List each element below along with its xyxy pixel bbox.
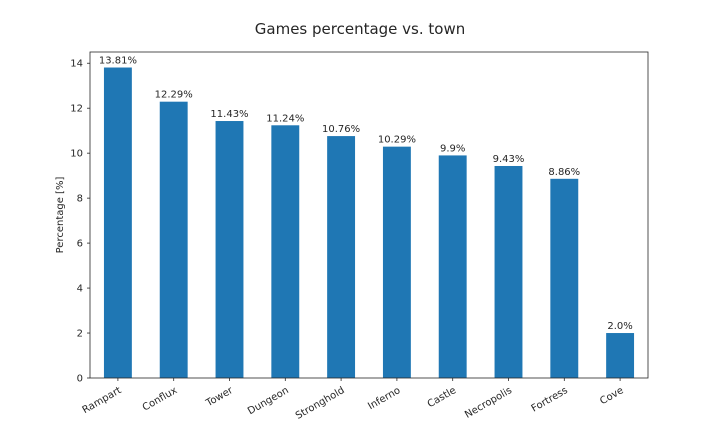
- bar-tower: [215, 121, 244, 379]
- x-tick-label-cove: Cove: [598, 385, 625, 407]
- y-tick-label-6: 6: [77, 239, 83, 250]
- data-label-castle: 9.9%: [440, 143, 465, 154]
- x-tick-label-castle: Castle: [426, 385, 458, 410]
- y-tick-label-2: 2: [77, 329, 83, 340]
- data-label-fortress: 8.86%: [548, 167, 580, 178]
- x-tick-label-conflux: Conflux: [141, 385, 179, 414]
- data-label-inferno: 10.29%: [378, 135, 416, 146]
- data-label-cove: 2.0%: [607, 321, 632, 332]
- y-tick-label-8: 8: [77, 194, 83, 205]
- chart-title: Games percentage vs. town: [255, 20, 465, 38]
- plot-frame: [89, 51, 649, 379]
- bar-conflux: [159, 101, 188, 379]
- bar-dungeon: [271, 125, 300, 378]
- bar-cove: [606, 333, 635, 378]
- data-label-conflux: 12.29%: [155, 90, 193, 101]
- bars-group: [103, 67, 635, 379]
- x-tick-label-fortress: Fortress: [530, 385, 570, 415]
- data-label-dungeon: 11.24%: [266, 113, 304, 124]
- y-axis-label: Percentage [%]: [55, 177, 66, 254]
- x-tick-label-necropolis: Necropolis: [463, 385, 514, 421]
- x-tick-label-dungeon: Dungeon: [246, 385, 291, 417]
- data-label-stronghold: 10.76%: [322, 124, 360, 135]
- data-labels-group: 13.81% 12.29% 11.43% 11.24% 10.76% 10.29% 9.9%…: [99, 56, 633, 333]
- data-label-tower: 11.43%: [210, 109, 248, 120]
- y-tick-label-10: 10: [70, 149, 83, 160]
- y-axis: 0 2 4 6 8 10 12 14: [70, 59, 90, 385]
- y-tick-label-0: 0: [77, 374, 83, 385]
- bar-necropolis: [494, 165, 523, 378]
- x-tick-label-tower: Tower: [204, 385, 236, 410]
- bar-stronghold: [327, 136, 356, 378]
- y-tick-label-14: 14: [70, 59, 83, 70]
- x-tick-label-stronghold: Stronghold: [294, 385, 347, 422]
- y-tick-label-4: 4: [77, 284, 83, 295]
- bar-rampart: [103, 67, 132, 379]
- x-tick-label-rampart: Rampart: [81, 385, 124, 416]
- data-label-rampart: 13.81%: [99, 56, 137, 67]
- data-label-necropolis: 9.43%: [493, 154, 525, 165]
- x-tick-label-inferno: Inferno: [366, 385, 402, 412]
- y-tick-label-12: 12: [70, 104, 83, 115]
- bar-fortress: [550, 178, 579, 378]
- bar-inferno: [382, 146, 411, 378]
- x-axis: Rampart Conflux Tower Dungeon Stronghold Infe…: [81, 378, 626, 422]
- bar-castle: [438, 155, 467, 378]
